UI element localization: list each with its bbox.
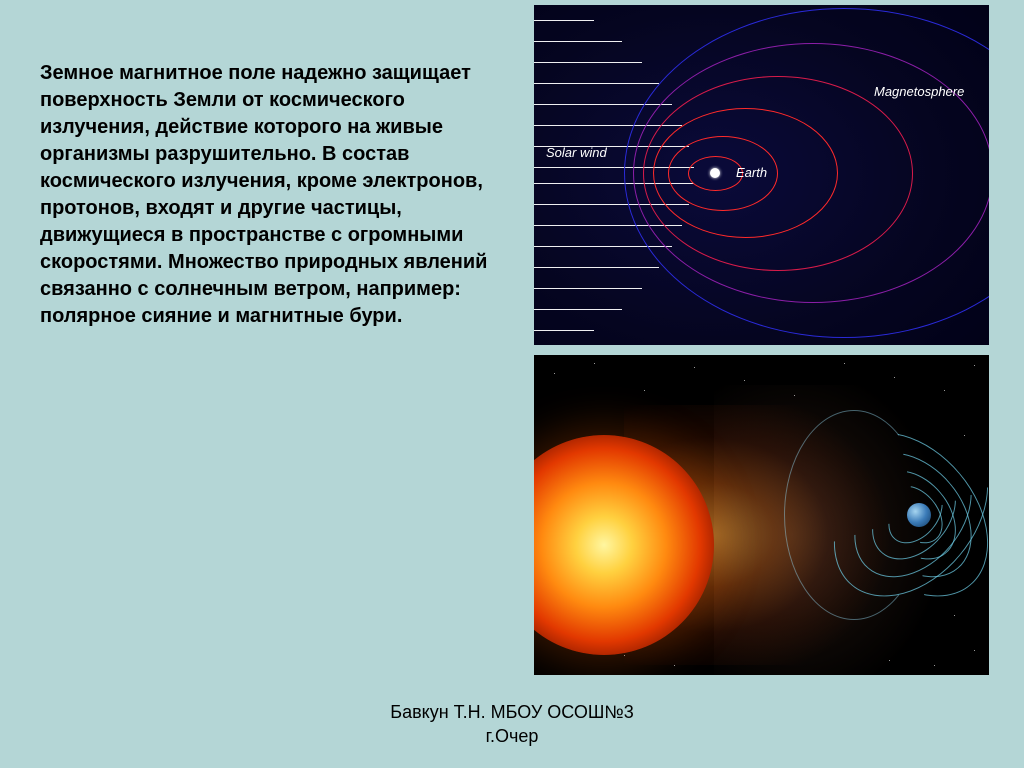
earth xyxy=(907,503,931,527)
slide-footer: Бавкун Т.Н. МБОУ ОСОШ№3 г.Очер xyxy=(0,701,1024,748)
label-magnetosphere: Magnetosphere xyxy=(874,84,964,99)
earth-magnetic-field xyxy=(821,410,981,620)
solar-wind-illustration xyxy=(534,355,989,675)
footer-line-1: Бавкун Т.Н. МБОУ ОСОШ№3 xyxy=(390,702,633,722)
footer-line-2: г.Очер xyxy=(486,726,539,746)
earth-dot xyxy=(710,168,720,178)
main-paragraph: Земное магнитное поле надежно защищает п… xyxy=(40,60,520,330)
label-solar-wind: Solar wind xyxy=(546,145,607,160)
label-earth: Earth xyxy=(736,165,767,180)
magnetosphere-diagram: Solar wind Earth Magnetosphere xyxy=(534,5,989,345)
